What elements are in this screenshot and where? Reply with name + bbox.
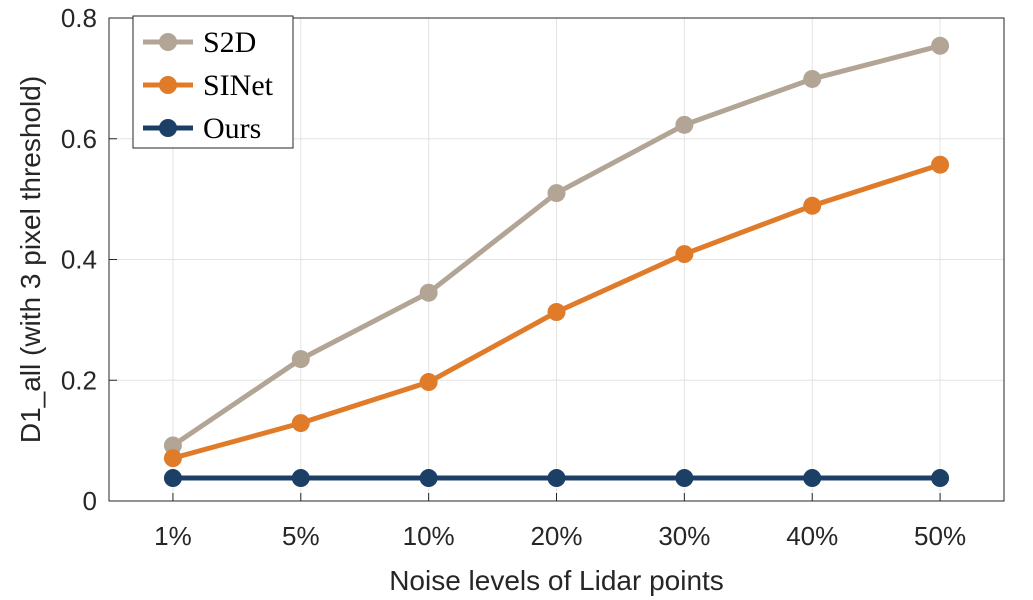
y-tick-label: 0.8 bbox=[61, 3, 97, 33]
y-axis-ticks: 0 0.2 0.4 0.6 0.8 bbox=[61, 3, 117, 516]
x-tick-label: 50% bbox=[914, 521, 966, 551]
legend-swatch-marker bbox=[159, 33, 177, 51]
data-point bbox=[163, 436, 182, 455]
data-point bbox=[803, 196, 822, 215]
data-point bbox=[931, 155, 950, 174]
y-tick-label: 0.6 bbox=[61, 124, 97, 154]
legend-item: S2D bbox=[143, 26, 256, 59]
y-tick-label: 0.4 bbox=[61, 245, 97, 275]
x-tick-label: 10% bbox=[403, 521, 455, 551]
data-point bbox=[547, 184, 566, 203]
data-point bbox=[419, 469, 438, 488]
data-point bbox=[675, 469, 694, 488]
series-layer bbox=[163, 36, 950, 488]
series-sinet bbox=[163, 155, 950, 468]
data-point bbox=[931, 36, 950, 55]
x-tick-label: 1% bbox=[154, 521, 192, 551]
y-axis-title: D1_all (with 3 pixel threshold) bbox=[15, 76, 46, 443]
data-point bbox=[931, 469, 950, 488]
data-point bbox=[419, 283, 438, 302]
data-point bbox=[419, 373, 438, 392]
data-point bbox=[291, 414, 310, 433]
x-axis-ticks: 1% 5% 10% 20% 30% 40% 50% bbox=[154, 493, 966, 551]
data-point bbox=[675, 115, 694, 134]
legend-label: Ours bbox=[203, 112, 261, 145]
legend-swatch-marker bbox=[159, 119, 177, 137]
data-point bbox=[163, 449, 182, 468]
legend-item: Ours bbox=[143, 112, 261, 145]
legend: S2D SINet Ours bbox=[132, 15, 294, 149]
data-point bbox=[803, 69, 822, 88]
x-axis-title: Noise levels of Lidar points bbox=[389, 565, 724, 596]
data-point bbox=[163, 469, 182, 488]
data-point bbox=[675, 245, 694, 264]
series-ours bbox=[163, 469, 950, 488]
legend-label: S2D bbox=[203, 26, 256, 59]
x-tick-label: 5% bbox=[282, 521, 320, 551]
data-point bbox=[291, 350, 310, 369]
data-point bbox=[547, 303, 566, 322]
x-tick-label: 30% bbox=[658, 521, 710, 551]
y-tick-label: 0.2 bbox=[61, 365, 97, 395]
data-point bbox=[547, 469, 566, 488]
data-point bbox=[803, 469, 822, 488]
x-tick-label: 40% bbox=[786, 521, 838, 551]
legend-swatch-marker bbox=[159, 76, 177, 94]
series-s2d bbox=[163, 36, 950, 455]
legend-item: SINet bbox=[143, 69, 274, 102]
data-point bbox=[291, 469, 310, 488]
legend-label: SINet bbox=[203, 69, 274, 102]
x-tick-label: 20% bbox=[530, 521, 582, 551]
y-tick-label: 0 bbox=[83, 486, 97, 516]
